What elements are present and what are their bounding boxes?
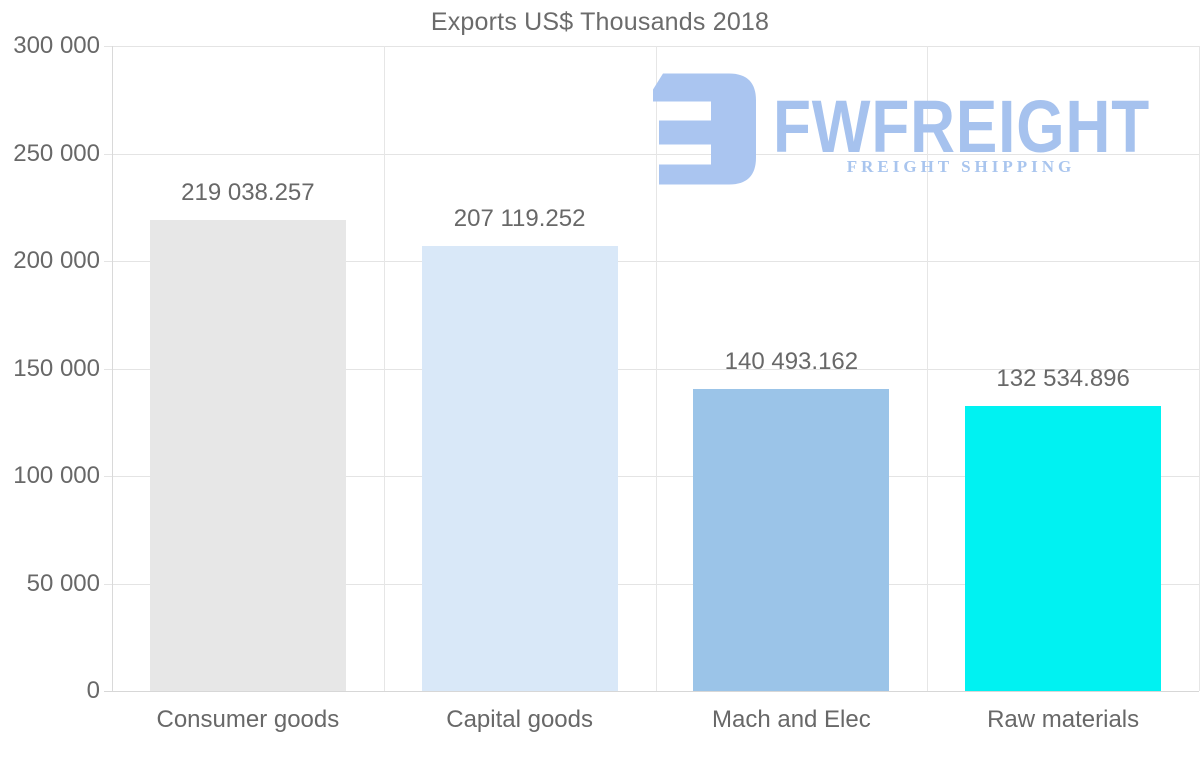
bar-value-label: 140 493.162 bbox=[724, 347, 859, 375]
gridline-horizontal bbox=[104, 261, 1199, 262]
gridline-horizontal bbox=[104, 691, 1199, 692]
bar-value-label: 219 038.257 bbox=[181, 179, 315, 207]
gridline-horizontal bbox=[104, 153, 1199, 155]
y-axis-tick-label: 100 000 bbox=[13, 462, 100, 489]
chart-title: Exports US$ Thousands 2018 bbox=[430, 8, 770, 36]
y-axis-tick-label: 0 bbox=[86, 677, 100, 704]
x-axis-category-label: Capital goods bbox=[446, 706, 593, 733]
bar-mach-and-elec bbox=[693, 388, 890, 691]
gridline-horizontal bbox=[104, 476, 1199, 477]
bar-consumer-goods bbox=[149, 220, 346, 691]
fwfreight-watermark: FWFREIGHT FREIGHT SHIPPING bbox=[649, 73, 1149, 188]
fwfreight-logo-icon bbox=[653, 73, 756, 185]
bar-capital-goods bbox=[421, 245, 618, 691]
gridline-vertical bbox=[927, 46, 929, 691]
brand-name: FWFREIGHT bbox=[773, 85, 1151, 168]
gridline-horizontal bbox=[104, 583, 1199, 585]
plot-area: 219 038.257 207 119.252 140 493.162 132 534… bbox=[104, 46, 1200, 692]
y-axis-tick-label: 250 000 bbox=[13, 139, 100, 167]
x-axis-category-label: Consumer goods bbox=[156, 706, 340, 733]
bar-raw-materials bbox=[965, 406, 1162, 691]
x-axis-category-label: Mach and Elec bbox=[711, 706, 871, 733]
gridline-vertical bbox=[383, 46, 385, 691]
bar-value-label: 132 534.896 bbox=[996, 365, 1130, 393]
y-axis-tick-label: 150 000 bbox=[13, 354, 100, 382]
y-axis-tick-label: 300 000 bbox=[13, 32, 100, 59]
gridline-horizontal bbox=[104, 368, 1199, 370]
brand-tagline: FREIGHT SHIPPING bbox=[846, 157, 1076, 176]
gridline-horizontal bbox=[104, 46, 1199, 47]
x-axis-category-label: Raw materials bbox=[987, 706, 1140, 733]
y-axis-line bbox=[112, 46, 113, 691]
y-axis-tick-label: 50 000 bbox=[26, 569, 100, 597]
gridline-vertical bbox=[655, 46, 657, 691]
bar-value-label: 207 119.252 bbox=[453, 204, 586, 232]
y-axis-tick-label: 200 000 bbox=[13, 247, 100, 274]
